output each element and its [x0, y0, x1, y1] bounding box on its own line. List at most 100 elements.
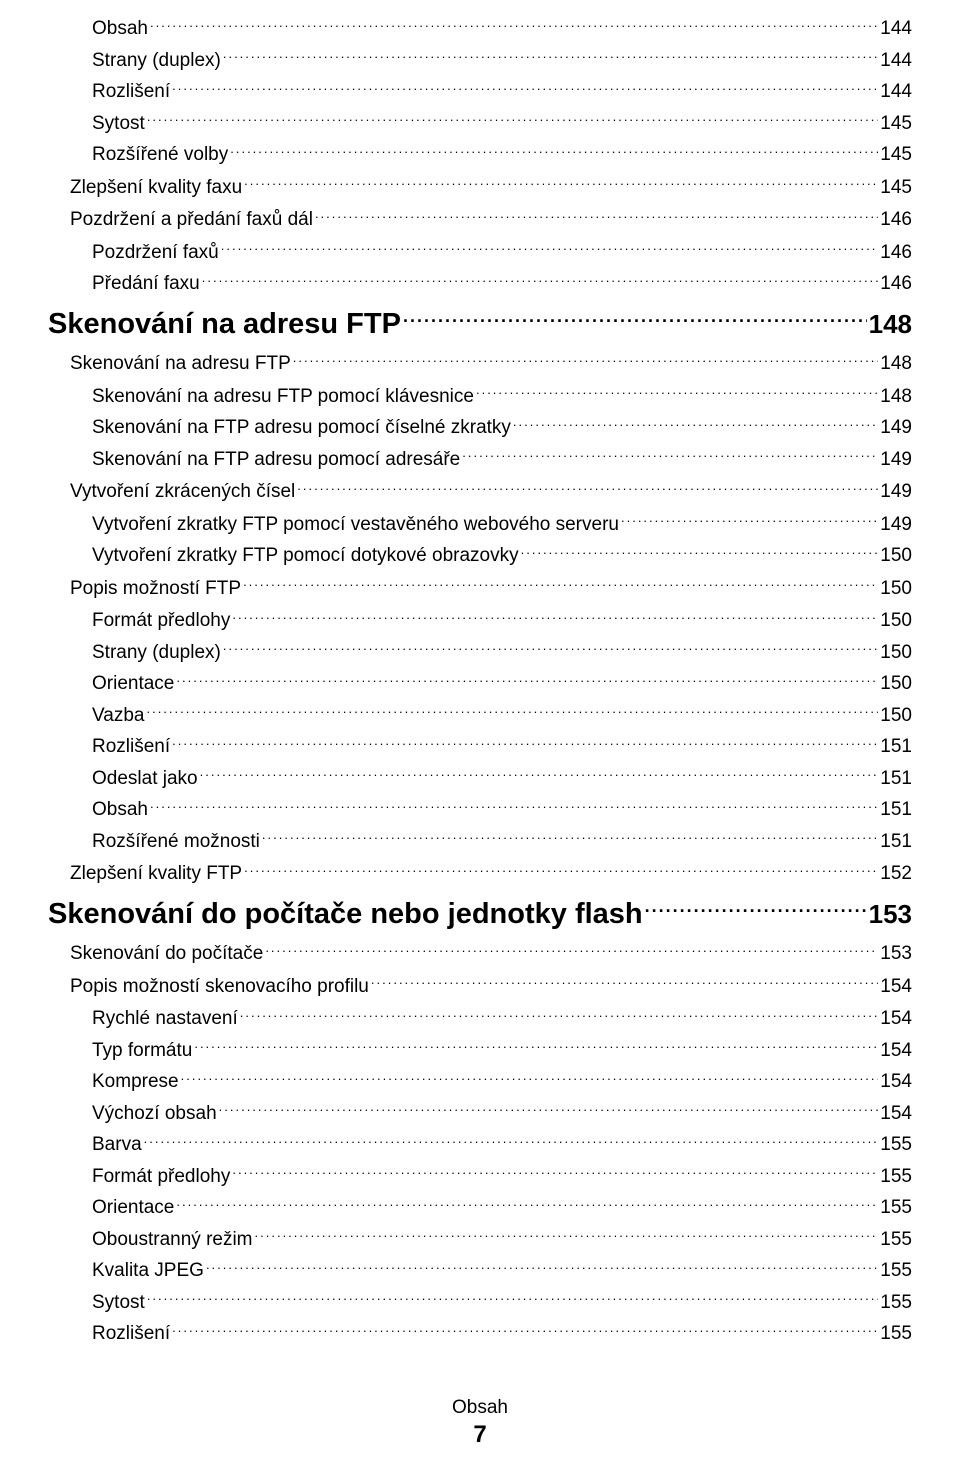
toc-page-number: 149	[880, 511, 912, 540]
toc-entry: Formát předlohy150	[92, 607, 912, 636]
toc-leader	[223, 47, 878, 66]
toc-page-number: 151	[880, 796, 912, 825]
toc-label: Pozdržení faxů	[92, 239, 219, 268]
toc-leader	[181, 1068, 879, 1087]
toc-entry: Skenování na adresu FTP148	[70, 350, 912, 379]
toc-label: Formát předlohy	[92, 1163, 230, 1192]
toc-entry: Odeslat jako 151	[92, 765, 912, 794]
toc-leader	[262, 828, 878, 847]
toc-entry: Strany (duplex)144	[92, 47, 912, 76]
toc-label: Vytvoření zkratky FTP pomocí dotykové ob…	[92, 542, 519, 571]
toc-entry: Vytvoření zkratky FTP pomocí vestavěného…	[92, 511, 912, 540]
toc-label: Sytost	[92, 110, 145, 139]
toc-entry: Skenování na FTP adresu pomocí číselné z…	[92, 414, 912, 443]
toc-label: Orientace	[92, 1194, 174, 1223]
toc-leader	[150, 15, 878, 34]
toc-page-number: 151	[880, 733, 912, 762]
toc-page-number: 155	[880, 1226, 912, 1255]
toc-page-number: 146	[880, 206, 912, 235]
toc-page-number: 151	[880, 765, 912, 794]
toc-entry: Sytost155	[92, 1289, 912, 1318]
toc-page-number: 145	[880, 110, 912, 139]
toc-entry: Obsah151	[92, 796, 912, 825]
toc-page-number: 148	[880, 383, 912, 412]
toc-label: Rychlé nastavení	[92, 1005, 238, 1034]
toc-leader	[244, 174, 878, 193]
toc-leader	[146, 702, 878, 721]
toc-leader	[147, 1289, 878, 1308]
toc-page-number: 149	[880, 446, 912, 475]
toc-leader	[176, 670, 878, 689]
toc-leader	[265, 940, 878, 959]
toc-entry: Zlepšení kvality faxu145	[70, 174, 912, 203]
toc-label: Oboustranný režim	[92, 1226, 253, 1255]
toc-entry: Komprese 154	[92, 1068, 912, 1097]
toc-leader	[202, 270, 879, 289]
toc-label: Popis možností FTP	[70, 575, 241, 604]
toc-label: Komprese	[92, 1068, 179, 1097]
toc-leader	[206, 1257, 878, 1276]
toc-page-number: 150	[880, 575, 912, 604]
toc-leader	[645, 894, 867, 923]
toc-entry: Barva155	[92, 1131, 912, 1160]
toc-page-number: 155	[880, 1320, 912, 1349]
toc-leader	[297, 478, 878, 497]
toc-page-number: 150	[880, 542, 912, 571]
toc-leader	[521, 542, 879, 561]
toc-list: Obsah144Strany (duplex)144Rozlišení144Sy…	[48, 15, 912, 1349]
toc-label: Barva	[92, 1131, 142, 1160]
footer-page-number: 7	[48, 1421, 912, 1449]
toc-entry: Rozlišení144	[92, 78, 912, 107]
toc-page-number: 155	[880, 1194, 912, 1223]
toc-label: Předání faxu	[92, 270, 200, 299]
toc-entry: Sytost 145	[92, 110, 912, 139]
toc-entry: Strany (duplex)150	[92, 639, 912, 668]
toc-entry: Skenování do počítače nebo jednotky flas…	[48, 893, 912, 937]
toc-page-number: 150	[880, 702, 912, 731]
toc-label: Rozlišení	[92, 1320, 170, 1349]
page-footer: Obsah 7	[48, 1397, 912, 1449]
toc-leader	[621, 511, 878, 530]
toc-label: Rozšířené volby	[92, 141, 228, 170]
toc-entry: Popis možností skenovacího profilu154	[70, 973, 912, 1002]
toc-label: Skenování do počítače	[70, 940, 263, 969]
toc-entry: Pozdržení a předání faxů dál 146	[70, 206, 912, 235]
toc-leader	[144, 1131, 879, 1150]
toc-label: Odeslat jako	[92, 765, 198, 794]
toc-page-number: 144	[880, 15, 912, 44]
toc-leader	[147, 110, 878, 129]
toc-label: Zlepšení kvality FTP	[70, 860, 242, 889]
toc-entry: Zlepšení kvality FTP152	[70, 860, 912, 889]
toc-page-number: 153	[869, 895, 912, 934]
toc-entry: Rozšířené volby145	[92, 141, 912, 170]
toc-leader	[403, 304, 867, 333]
toc-label: Sytost	[92, 1289, 145, 1318]
toc-label: Skenování na adresu FTP	[70, 350, 291, 379]
toc-page-number: 154	[880, 1005, 912, 1034]
toc-leader	[476, 383, 878, 402]
toc-leader	[232, 607, 878, 626]
toc-label: Skenování do počítače nebo jednotky flas…	[48, 893, 643, 937]
toc-page-number: 146	[880, 239, 912, 268]
toc-page-number: 148	[869, 305, 912, 344]
toc-leader	[194, 1037, 878, 1056]
toc-leader	[315, 206, 878, 225]
toc-entry: Vazba150	[92, 702, 912, 731]
toc-page-number: 154	[880, 1068, 912, 1097]
toc-entry: Rozlišení151	[92, 733, 912, 762]
toc-leader	[293, 350, 879, 369]
toc-page-number: 155	[880, 1163, 912, 1192]
toc-leader	[172, 78, 878, 97]
toc-leader	[176, 1194, 878, 1213]
toc-leader	[244, 860, 878, 879]
toc-leader	[172, 733, 878, 752]
toc-entry: Rozlišení 155	[92, 1320, 912, 1349]
toc-entry: Předání faxu146	[92, 270, 912, 299]
toc-leader	[240, 1005, 879, 1024]
toc-page: Obsah144Strany (duplex)144Rozlišení144Sy…	[0, 0, 960, 1481]
toc-page-number: 144	[880, 78, 912, 107]
toc-entry: Oboustranný režim 155	[92, 1226, 912, 1255]
toc-label: Pozdržení a předání faxů dál	[70, 206, 313, 235]
toc-label: Skenování na FTP adresu pomocí číselné z…	[92, 414, 511, 443]
toc-label: Vytvoření zkratky FTP pomocí vestavěného…	[92, 511, 619, 540]
